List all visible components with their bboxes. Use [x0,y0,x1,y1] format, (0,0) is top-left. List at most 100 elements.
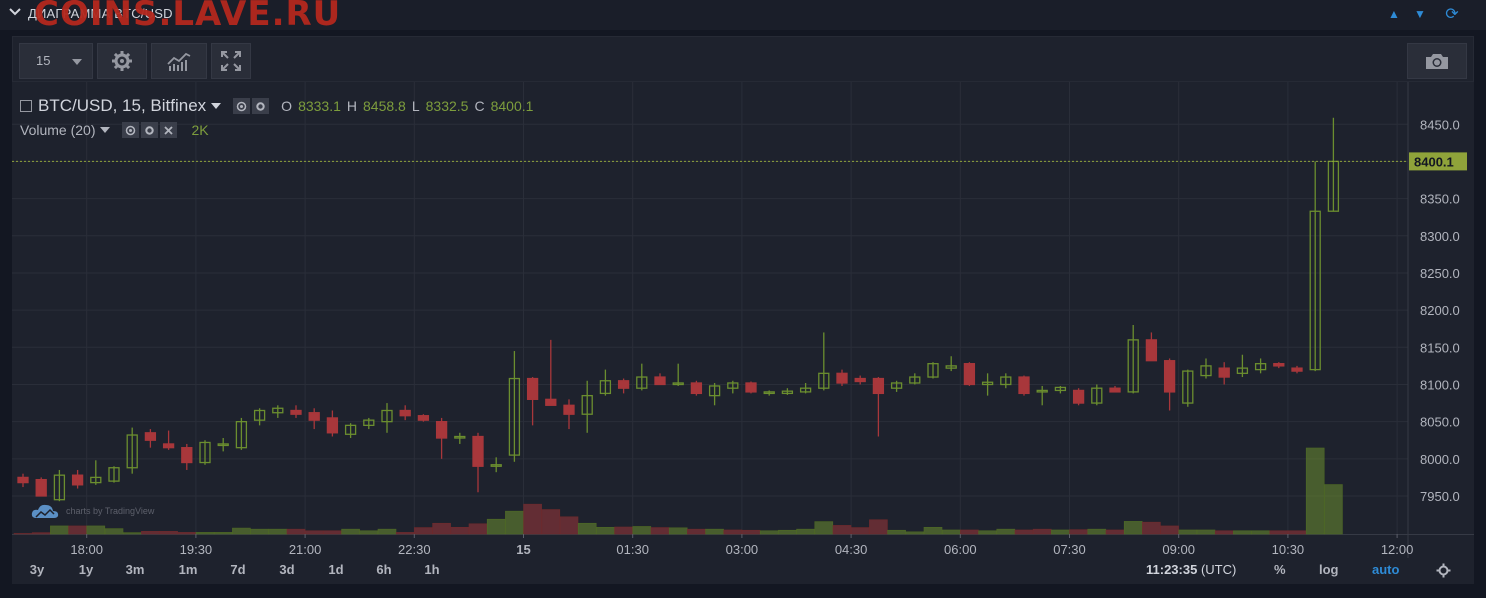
symbol-label[interactable]: BTC/USD, 15, Bitfinex [38,96,207,115]
volume-bar [104,528,124,535]
range-button-3m[interactable]: 3m [125,562,145,577]
settings-button[interactable] [97,43,147,79]
x-tick-label: 09:00 [1162,542,1195,557]
open-value: 8333.1 [298,98,341,114]
range-button-3d[interactable]: 3d [279,562,295,577]
volume-bar [960,529,979,535]
volume-bar [268,528,288,535]
interval-value: 15 [36,53,51,68]
gear-icon[interactable] [1436,563,1451,578]
volume-bar [1196,529,1216,535]
fullscreen-button[interactable] [211,43,251,79]
range-button-1y[interactable]: 1y [78,562,94,577]
candle-body [71,474,84,486]
volume-bar [905,531,925,535]
volume-bar [523,503,542,535]
candle-body [708,385,721,397]
volume-bar [923,526,943,535]
candle-body [763,391,775,395]
candle-body [1182,370,1194,404]
candle-body [1072,389,1085,404]
volume-bar [1069,529,1088,535]
volume-bar [323,530,342,535]
candle-body [781,390,794,395]
candle-body [799,387,812,393]
candle-body [818,372,830,389]
close-label: C [474,98,485,114]
y-tick-label: 7950.0 [1420,489,1460,504]
candle-body [199,441,211,464]
candle-body [472,435,484,467]
candle-body [1309,210,1321,371]
collapse-icon[interactable] [20,100,32,112]
volume-value: 2K [191,122,209,138]
volume-bar [1105,529,1125,535]
indicators-button[interactable] [151,43,207,79]
interval-select[interactable]: 15 [19,43,93,79]
x-tick-label: 07:30 [1053,542,1086,557]
candle-body [253,409,266,421]
range-button-1m[interactable]: 1m [178,562,198,577]
volume-bar [1324,484,1343,535]
candle-body [1054,386,1067,392]
volume-bar [86,525,106,535]
volume-bar [432,522,451,535]
candle-body [727,382,739,389]
volume-bar [177,532,197,535]
x-tick-label: 21:00 [289,542,322,557]
open-label: O [281,98,293,114]
refresh-icon[interactable]: ⟳ [1445,6,1459,23]
candle-body [1036,389,1048,393]
candle-body [162,443,175,449]
range-button-6h[interactable]: 6h [376,562,392,577]
candle-body [454,435,466,439]
indicators-icon [167,52,191,71]
percent-toggle[interactable]: % [1274,562,1286,577]
range-button-1h[interactable]: 1h [424,562,440,577]
candle-body [945,365,957,369]
candle-body [927,363,939,378]
price-chart[interactable]: 7950.0 8000.0 8050.0 8100.0 8150.0 8200.0 8250… [12,82,1474,558]
chevron-down-icon[interactable] [8,5,22,19]
y-tick-label: 8200.0 [1420,303,1460,318]
y-tick-label: 8350.0 [1420,192,1460,207]
volume-bar [468,523,488,535]
volume-bar [195,532,215,535]
candle-body [363,419,375,427]
volume-bar [50,525,69,535]
eye-icon[interactable] [233,98,251,114]
camera-icon [1426,54,1448,69]
caret-down-icon[interactable] [100,127,111,133]
close-icon[interactable] [160,122,178,138]
candle-body [17,476,29,484]
candle-body [344,424,357,435]
log-toggle[interactable]: log [1319,562,1339,577]
volume-legend: Volume (20) 2K [20,122,209,138]
volume-bar [232,527,251,535]
volume-bar [1032,528,1052,535]
tradingview-attribution[interactable]: charts by TradingView [30,502,154,520]
range-button-7d[interactable]: 7d [230,562,246,577]
x-tick-label: 04:30 [835,542,868,557]
volume-label[interactable]: Volume (20) [20,122,96,138]
candle-body [272,407,284,414]
candle-body [854,377,866,383]
chart-area[interactable]: 7950.0 8000.0 8050.0 8100.0 8150.0 8200.0 8250… [12,82,1474,584]
candle-body [690,382,703,395]
candle-body [909,376,921,384]
eye-icon[interactable] [122,122,140,138]
gear-icon[interactable] [252,98,270,114]
caret-down-icon[interactable] [211,103,222,109]
candle-body [144,432,157,441]
snapshot-button[interactable] [1407,43,1467,79]
triangle-up-icon[interactable]: ▲ [1388,7,1400,21]
triangle-down-icon[interactable]: ▼ [1414,7,1426,21]
volume-bar [359,530,379,535]
candle-body [526,377,539,400]
candle-body [890,382,903,389]
range-button-1d[interactable]: 1d [328,562,344,577]
volume-bar [541,509,561,535]
auto-toggle[interactable]: auto [1372,562,1400,577]
gear-icon[interactable] [141,122,159,138]
range-button-3y[interactable]: 3y [29,562,45,577]
